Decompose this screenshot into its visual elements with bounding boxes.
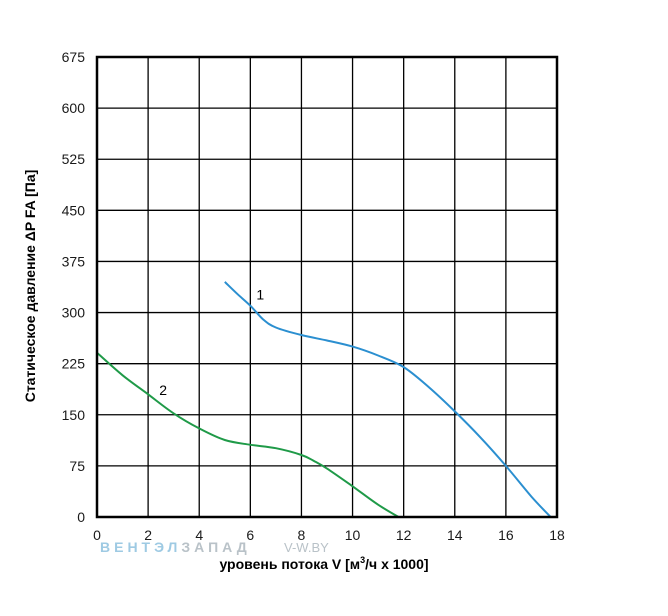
svg-text:ВЕНТЭЛЗАПАД: ВЕНТЭЛЗАПАД [100, 539, 251, 555]
watermark-brand-part2: ЗАПАД [181, 539, 250, 555]
y-tick-label: 675 [62, 49, 86, 65]
series-line-1 [224, 281, 552, 518]
y-tick-label: 450 [62, 202, 86, 218]
x-tick-label: 18 [549, 527, 565, 543]
x-tick-label: 8 [298, 527, 306, 543]
x-tick-label: 2 [144, 527, 152, 543]
x-tick-label: 16 [498, 527, 514, 543]
y-tick-label: 75 [69, 458, 85, 474]
x-tick-label: 6 [246, 527, 254, 543]
series-label-1: 1 [256, 287, 264, 303]
y-tick-label: 300 [62, 305, 86, 321]
watermark-brand-part1: ВЕНТЭЛ [100, 539, 181, 555]
y-tick-label: 525 [62, 151, 86, 167]
series-label-2: 2 [159, 382, 167, 398]
curve-labels: 12 [159, 287, 264, 398]
x-tick-label: 4 [195, 527, 203, 543]
y-tick-label: 0 [77, 509, 85, 525]
y-tick-label: 150 [62, 407, 86, 423]
x-axis-title-suffix: /ч х 1000] [365, 556, 428, 572]
y-tick-label: 375 [62, 253, 86, 269]
series-line-2 [96, 352, 400, 518]
x-tick-label: 14 [447, 527, 463, 543]
x-axis-title-prefix: уровень потока V [м [219, 556, 360, 572]
x-tick-label: 0 [93, 527, 101, 543]
watermark: ВЕНТЭЛЗАПАД V-W.BY [100, 539, 329, 555]
x-tick-label: 12 [396, 527, 412, 543]
watermark-url: V-W.BY [284, 540, 329, 555]
y-tick-label: 600 [62, 100, 86, 116]
x-axis-title: уровень потока V [м3/ч х 1000] [219, 555, 428, 572]
y-axis-title: Статическое давление ΔP FA [Па] [22, 170, 38, 403]
series-layer [96, 281, 552, 518]
y-tick-label: 225 [62, 356, 86, 372]
tick-labels: 0 2 4 6 8 10 12 14 16 180751502253003754505256006… [62, 49, 565, 543]
grid [96, 56, 558, 518]
plot-frame [95, 55, 559, 519]
x-axis-title-sup: 3 [360, 555, 365, 565]
x-tick-label: 10 [345, 527, 361, 543]
